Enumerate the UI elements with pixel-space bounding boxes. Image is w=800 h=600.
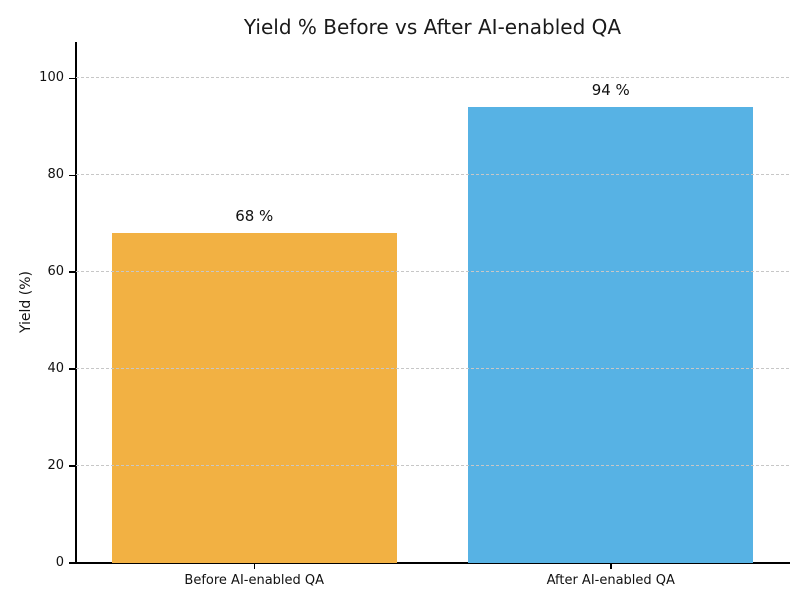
x-axis-spine	[74, 561, 790, 564]
y-tick-label: 0	[55, 555, 64, 570]
gridline	[76, 174, 789, 176]
y-tick-label: 20	[47, 458, 64, 474]
y-tick-label: 60	[47, 264, 64, 280]
bar-before-ai-enabled-qa	[111, 233, 397, 563]
gridline	[76, 465, 789, 467]
y-tick-mark	[69, 271, 76, 273]
y-tick-mark	[69, 368, 76, 370]
bar-after-ai-enabled-qa	[468, 107, 754, 563]
y-axis-label: Yield (%)	[18, 270, 34, 334]
x-tick-mark	[253, 563, 255, 569]
y-tick-mark	[69, 562, 76, 564]
gridline	[76, 368, 789, 370]
bar-value-label: 94 %	[591, 81, 630, 100]
y-tick-mark	[69, 465, 76, 467]
y-tick-label: 100	[39, 70, 64, 86]
y-tick-mark	[69, 77, 76, 80]
y-tick-mark	[69, 174, 76, 177]
chart-title: Yield % Before vs After AI-enabled QA	[243, 15, 622, 39]
gridline	[76, 77, 789, 79]
gridline	[76, 271, 789, 273]
x-tick-label: Before AI-enabled QA	[184, 573, 325, 588]
y-tick-label: 80	[47, 167, 64, 183]
y-axis-spine	[74, 42, 77, 563]
x-tick-label: After AI-enabled QA	[546, 573, 675, 588]
bar-value-label: 68 %	[235, 207, 274, 226]
y-tick-label: 40	[47, 361, 64, 377]
x-tick-mark	[610, 563, 612, 569]
